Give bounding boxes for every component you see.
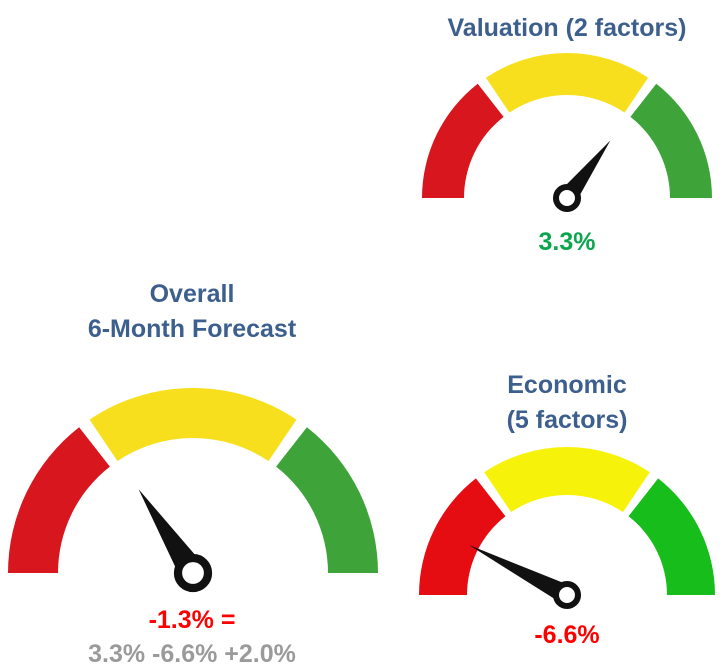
gauge-hub [552,183,582,213]
gauge-segment [8,427,110,573]
gauge-segment [485,52,649,113]
gauge-segment [422,83,504,198]
gauge-formula: 3.3% -6.6% +2.0% [88,640,296,668]
gauge-segment [628,478,715,595]
gauge-segment [89,388,297,462]
gauge-hub [552,580,582,610]
gauge-value: 3.3% [539,228,596,256]
gauge-title: Economic [507,371,627,399]
gauge-needle [468,545,572,604]
gauge-segment [630,83,712,198]
gauge-hub [173,553,213,593]
gauge-value: -1.3% = [149,606,236,634]
gauge-title: (5 factors) [507,406,628,434]
gauge-title: 6-Month Forecast [88,315,297,343]
gauge-title: Overall [150,280,235,308]
gauge-segment [484,447,650,513]
gauge-title: Valuation (2 factors) [448,14,687,42]
gauge-segment [276,427,378,573]
gauge-segment [419,478,506,595]
gauge-value: -6.6% [534,621,599,649]
